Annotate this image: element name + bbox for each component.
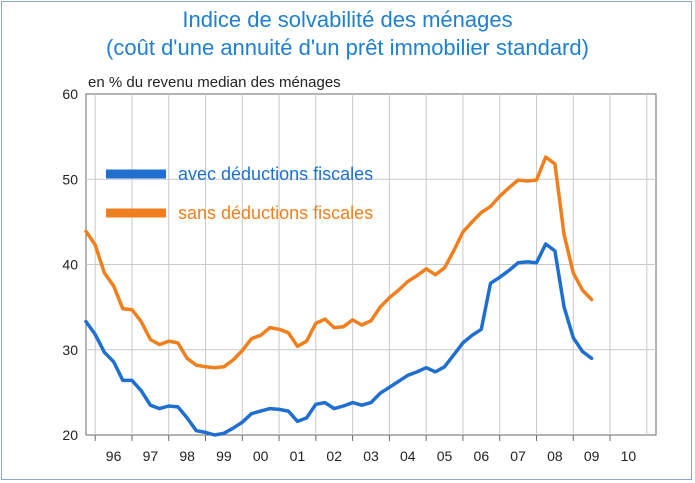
x-tick-label: 96 — [106, 448, 122, 464]
y-tick-label: 60 — [62, 86, 78, 102]
series-line-1 — [84, 242, 594, 437]
y-tick-label: 40 — [62, 257, 78, 273]
chart-title-line-2: (coût d'une annuité d'un prêt immobilier… — [106, 35, 589, 60]
legend-label-1: avec déductions fiscales — [178, 164, 373, 184]
x-tick-label: 00 — [253, 448, 269, 464]
x-tick-label: 10 — [621, 448, 637, 464]
x-tick-label: 98 — [179, 448, 195, 464]
y-tick-label: 50 — [62, 171, 78, 187]
chart-title-line-1: Indice de solvabilité des ménages — [182, 7, 513, 32]
x-tick-label: 01 — [290, 448, 306, 464]
legend-label-2: sans déductions fiscales — [178, 203, 373, 223]
x-tick-label: 05 — [437, 448, 453, 464]
x-tick-label: 04 — [400, 448, 416, 464]
y-tick-label: 30 — [62, 342, 78, 358]
x-tick-label: 07 — [510, 448, 526, 464]
y-axis-label: en % du revenu median des ménages — [88, 74, 341, 91]
x-tick-label: 03 — [363, 448, 379, 464]
series-line-2 — [84, 155, 594, 370]
y-tick-label: 20 — [62, 427, 78, 443]
x-tick-label: 06 — [474, 448, 490, 464]
x-tick-label: 97 — [143, 448, 159, 464]
x-tick-label: 99 — [216, 448, 232, 464]
x-tick-label: 09 — [584, 448, 600, 464]
x-tick-label: 02 — [326, 448, 342, 464]
x-tick-label: 08 — [547, 448, 563, 464]
chart-title: Indice de solvabilité des ménages (coût … — [0, 6, 695, 62]
